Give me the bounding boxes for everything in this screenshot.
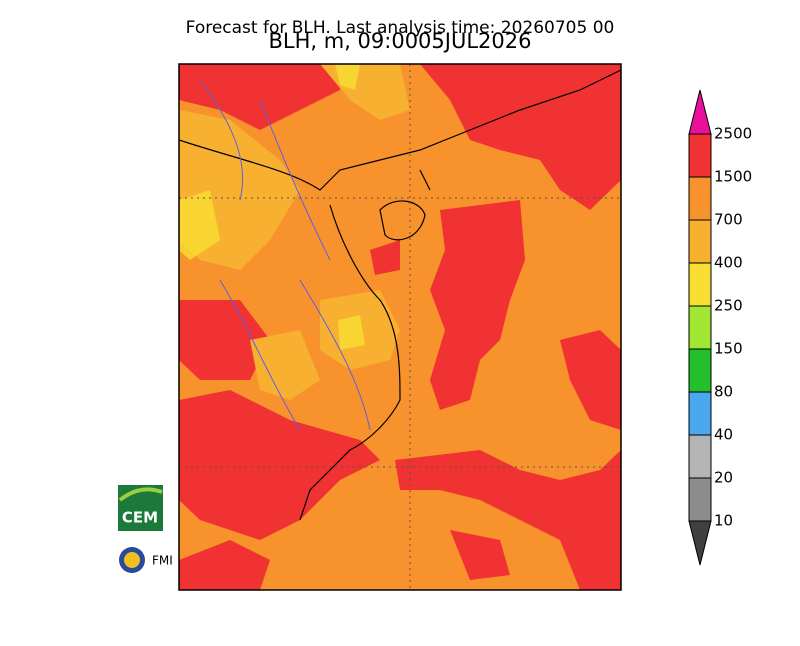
colorbar-label: 80 xyxy=(714,383,733,401)
logo-text: CEM xyxy=(122,509,158,527)
colorbar-segment xyxy=(688,219,712,264)
colorbar-segment xyxy=(688,348,712,393)
colorbar-bottom-arrow xyxy=(688,520,712,566)
colorbar-label: 10 xyxy=(714,512,733,530)
colorbar-label: 20 xyxy=(714,469,733,487)
colorbar-segment xyxy=(688,262,712,307)
colorbar-segment xyxy=(688,477,712,522)
colorbar-label: 250 xyxy=(714,297,743,315)
colorbar-label: 700 xyxy=(714,211,743,229)
coastline xyxy=(178,69,622,521)
colorbar-label: 150 xyxy=(714,340,743,358)
colorbar: 2500 1500 700 400 250 150 80 40 20 10 xyxy=(688,89,752,566)
colorbar-label: 400 xyxy=(714,254,743,272)
colorbar-segment xyxy=(688,391,712,436)
fmi-logo: FMI xyxy=(119,547,173,573)
colorbar-segment xyxy=(688,305,712,350)
low-blh-areas xyxy=(179,64,365,350)
colorbar-segment xyxy=(688,434,712,479)
map-frame xyxy=(178,63,622,591)
rivers xyxy=(199,79,371,431)
graticule xyxy=(179,64,621,590)
title: Forecast for BLH. Last analysis time: 20… xyxy=(186,18,615,38)
colorbar-label: 2500 xyxy=(714,125,752,143)
colorbar-segment xyxy=(688,133,712,178)
logo-text: FMI xyxy=(152,554,173,568)
colorbar-label: 40 xyxy=(714,426,733,444)
map xyxy=(178,63,622,591)
colorbar-label: 1500 xyxy=(714,168,752,186)
colorbar-segment xyxy=(688,176,712,221)
subtitle: BLH, m, 09:0005JUL2026 xyxy=(268,29,531,53)
high-blh-areas xyxy=(179,64,621,590)
cem-logo: CEM xyxy=(118,485,163,531)
colorbar-top-arrow xyxy=(688,89,712,135)
